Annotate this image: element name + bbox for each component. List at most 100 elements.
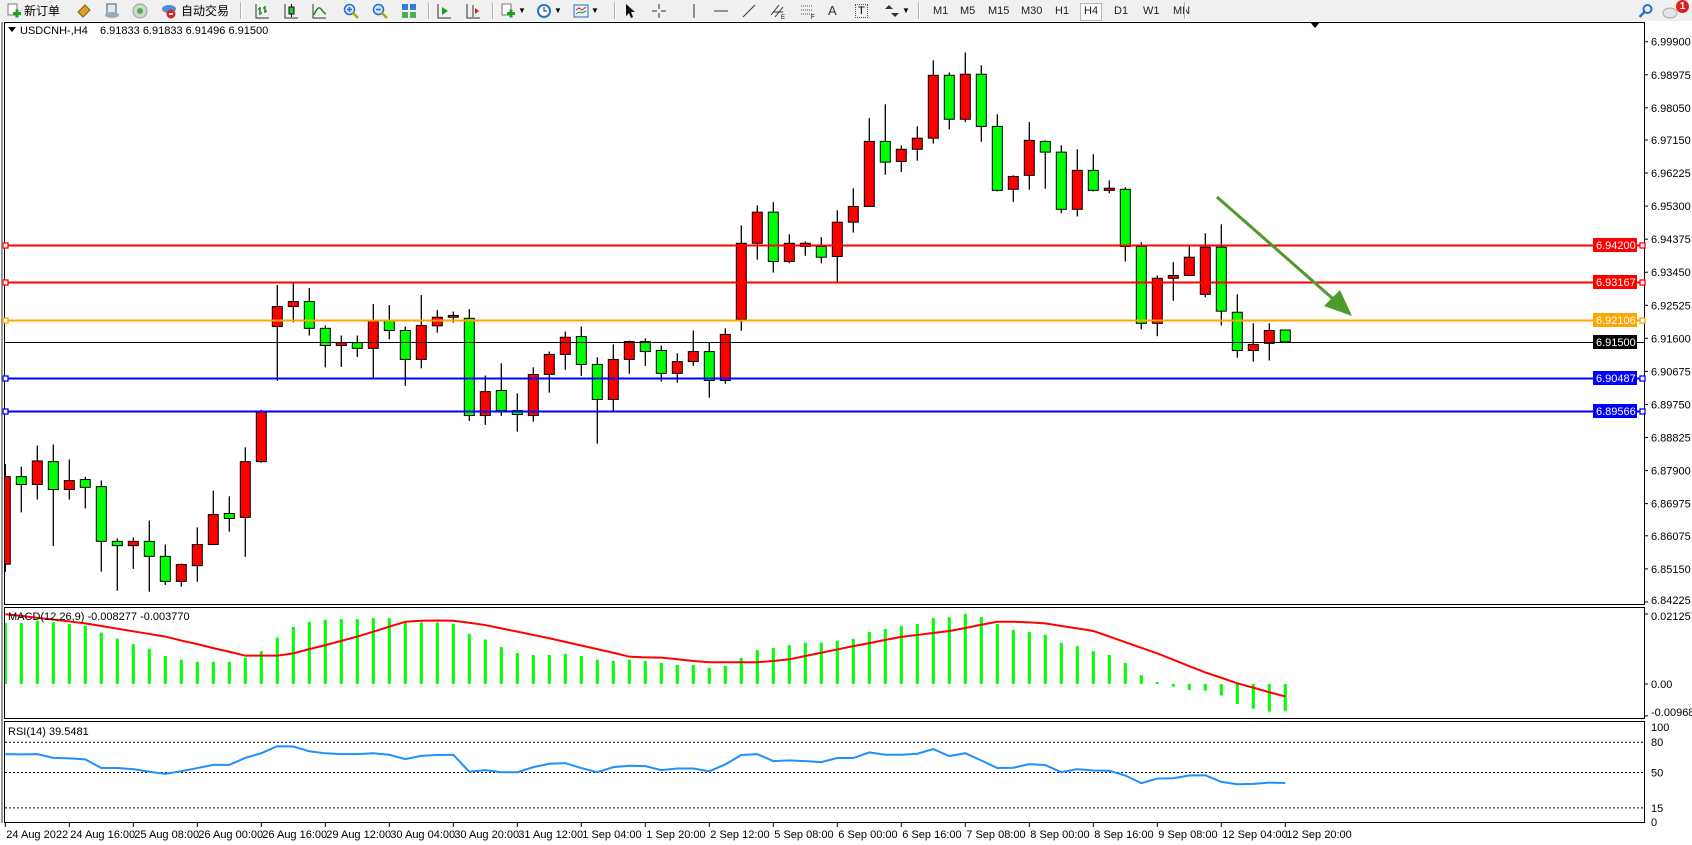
- arrows-button[interactable]: ▼: [884, 2, 910, 19]
- main-pane-border: [4, 22, 1645, 605]
- macd-histogram-bar: [275, 637, 279, 684]
- cursor-button[interactable]: [622, 2, 638, 19]
- timeframe-d1-button[interactable]: D1: [1114, 5, 1129, 17]
- bull-candle-body: [671, 361, 683, 374]
- level-handle-left[interactable]: [2, 279, 9, 286]
- macd-histogram-bar: [1123, 662, 1127, 684]
- market-watch-button[interactable]: [104, 2, 120, 19]
- macd-histogram-bar: [1107, 655, 1111, 684]
- candle: [543, 351, 555, 393]
- level-handle-right[interactable]: [1639, 279, 1646, 286]
- bull-candle-body: [847, 205, 859, 223]
- templates-button[interactable]: ▼: [573, 2, 599, 19]
- text-label-button[interactable]: T: [855, 2, 868, 19]
- timeframe-h1-button[interactable]: H1: [1055, 5, 1070, 17]
- macd-signal-line: [5, 613, 1286, 698]
- trendline-button[interactable]: [741, 2, 757, 19]
- bull-candle-body: [207, 514, 219, 546]
- text-tool-button[interactable]: A: [828, 2, 837, 19]
- trend-arrow[interactable]: [1216, 195, 1352, 316]
- timeframe-m5-button[interactable]: M5: [960, 5, 976, 17]
- timeframe-m15-button[interactable]: M15: [988, 5, 1010, 17]
- tile-windows-button[interactable]: [401, 2, 417, 19]
- auto-scroll-button[interactable]: [436, 2, 452, 19]
- line-chart-button[interactable]: [311, 2, 327, 19]
- macd-histogram-bar: [403, 621, 407, 684]
- time-tick-label: 30 Aug 20:00: [454, 829, 519, 841]
- bear-candle-body: [79, 479, 91, 488]
- bear-candle-body: [1135, 245, 1147, 324]
- notifications-button[interactable]: [1662, 2, 1678, 19]
- bull-candle-body: [239, 461, 251, 518]
- bear-candle-body: [1215, 246, 1227, 312]
- chart-menu-triangle-icon[interactable]: [8, 27, 16, 32]
- vertical-line-button[interactable]: [686, 2, 702, 19]
- timeframe-m1-button[interactable]: M1: [933, 5, 949, 17]
- fibonacci-button[interactable]: F: [800, 2, 816, 21]
- chart-shift-marker-icon[interactable]: [1310, 22, 1320, 28]
- level-handle-left[interactable]: [2, 242, 9, 249]
- periods-button[interactable]: ▼: [536, 2, 562, 19]
- crosshair-button[interactable]: [651, 2, 667, 19]
- autotrading-icon: [161, 3, 177, 19]
- horizontal-line-button[interactable]: [713, 2, 729, 19]
- candle: [991, 114, 1003, 192]
- rsi-tick-label: 80: [1651, 737, 1663, 749]
- candle: [207, 490, 219, 546]
- signals-button[interactable]: [132, 2, 148, 19]
- bull-candle-body: [959, 73, 971, 120]
- macd-histogram-bar: [723, 665, 727, 684]
- bear-candle-body: [591, 363, 603, 400]
- macd-histogram-bar: [499, 647, 503, 684]
- bear-candle-body: [575, 336, 587, 365]
- timeframe-w1-button[interactable]: W1: [1143, 5, 1160, 17]
- autotrading-button[interactable]: 自动交易: [161, 2, 229, 19]
- trendline-icon: [741, 3, 757, 19]
- bull-candle-body: [287, 301, 299, 308]
- candle: [703, 342, 715, 398]
- timeframe-h4-button[interactable]: H4: [1080, 3, 1103, 21]
- chart-shift-button[interactable]: [465, 2, 481, 19]
- metaeditor-button[interactable]: [76, 2, 92, 19]
- bull-candle-body: [719, 333, 731, 382]
- timeframe-m30-button[interactable]: M30: [1021, 5, 1043, 17]
- candle: [175, 563, 187, 587]
- candle: [1263, 323, 1275, 361]
- zoom-in-icon: [343, 3, 359, 19]
- bear-candle-body: [991, 125, 1003, 191]
- candlestick-button[interactable]: [283, 2, 299, 19]
- price-tick-label: 6.85150: [1651, 564, 1691, 576]
- trend-arrow-line[interactable]: [1216, 195, 1341, 307]
- level-handle-right[interactable]: [1639, 375, 1646, 382]
- equidistant-channel-button[interactable]: E: [770, 2, 786, 21]
- search-button[interactable]: [1638, 2, 1654, 19]
- bull-candle-body: [255, 411, 267, 463]
- bar-chart-button[interactable]: [254, 2, 270, 19]
- level-handle-left[interactable]: [2, 375, 9, 382]
- level-handle-right[interactable]: [1639, 317, 1646, 324]
- candle: [1087, 154, 1099, 192]
- bear-candle-body: [95, 486, 107, 542]
- level-handle-left[interactable]: [2, 317, 9, 324]
- zoom-out-button[interactable]: [372, 2, 388, 19]
- macd-histogram-bar: [771, 648, 775, 684]
- zoom-in-button[interactable]: [343, 2, 359, 19]
- macd-histogram-bar: [1027, 631, 1031, 684]
- indicators-button[interactable]: ▼: [500, 2, 526, 19]
- price-tick-label: 6.90675: [1651, 366, 1691, 378]
- level-handle-left[interactable]: [2, 408, 9, 415]
- candle: [31, 445, 43, 500]
- new-order-button[interactable]: 新订单: [6, 2, 60, 19]
- chart-background: [0, 21, 1692, 845]
- time-tick-label: 1 Sep 20:00: [646, 829, 705, 841]
- bear-candle-body: [351, 342, 363, 349]
- level-handle-right[interactable]: [1639, 242, 1646, 249]
- candle: [1023, 122, 1035, 190]
- macd-histogram-bar: [1059, 642, 1063, 684]
- bull-candle-body: [559, 336, 571, 355]
- macd-histogram-bar: [931, 618, 935, 684]
- level-handle-right[interactable]: [1639, 408, 1646, 415]
- macd-histogram-bar: [323, 619, 327, 684]
- bear-candle-body: [159, 555, 171, 582]
